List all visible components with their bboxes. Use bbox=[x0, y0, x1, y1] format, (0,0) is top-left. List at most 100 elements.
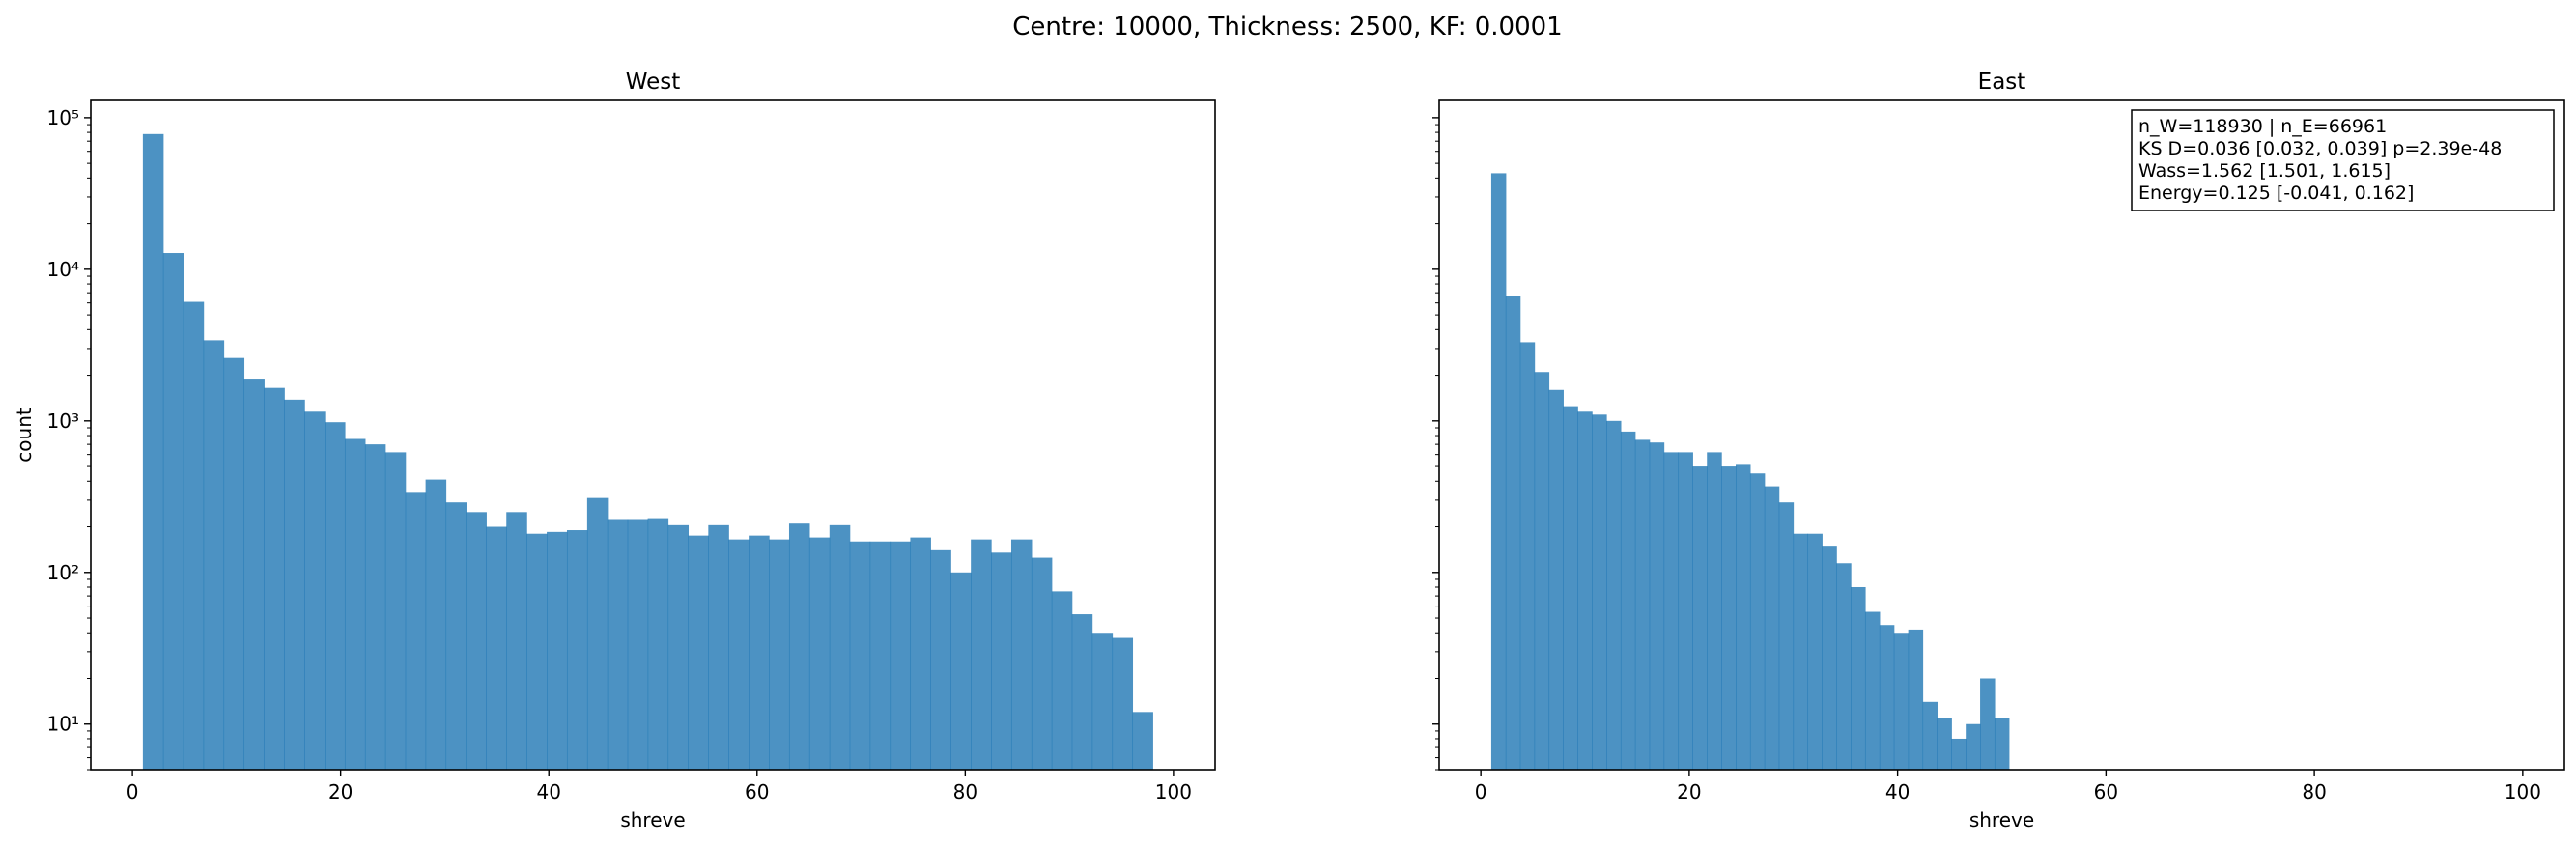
histogram-bar bbox=[991, 552, 1012, 770]
histogram-bar bbox=[1634, 439, 1651, 770]
histogram-bar bbox=[1132, 712, 1153, 770]
histogram-bar bbox=[547, 531, 568, 770]
histogram-bar bbox=[1663, 452, 1680, 770]
histogram-bar bbox=[849, 541, 871, 770]
histogram-bar bbox=[203, 340, 225, 770]
histogram-bar bbox=[1980, 678, 1996, 770]
histogram-bar bbox=[586, 497, 609, 770]
x-tick-label: 80 bbox=[953, 780, 977, 803]
histogram-bar bbox=[1851, 586, 1866, 770]
histogram-bar bbox=[708, 524, 729, 770]
histogram-bar bbox=[445, 502, 467, 770]
histogram-bar bbox=[183, 301, 205, 770]
histogram-bar bbox=[1577, 411, 1593, 770]
histogram-bar bbox=[566, 530, 588, 770]
histogram-bar bbox=[1505, 296, 1521, 770]
histogram-bar bbox=[1649, 442, 1665, 770]
x-tick-label: 20 bbox=[1677, 780, 1701, 803]
histogram-bar bbox=[1721, 466, 1737, 770]
axes-west: 0 20 40 60 80 100 10¹ 10² 10³ 10⁴ 10⁵ West shreve cou… bbox=[13, 70, 1216, 831]
histogram-bar bbox=[950, 572, 972, 770]
histogram-bar bbox=[890, 541, 912, 770]
histogram-bar bbox=[1749, 473, 1766, 770]
histogram-bar bbox=[1879, 625, 1895, 770]
x-tick-label: 0 bbox=[127, 780, 139, 803]
histogram-bar bbox=[1836, 563, 1852, 770]
histogram-bar bbox=[829, 524, 851, 770]
histogram-bar bbox=[1922, 701, 1939, 770]
axes-title: East bbox=[1978, 70, 2026, 95]
histogram-bar bbox=[971, 539, 992, 770]
axes-frame bbox=[90, 99, 1216, 771]
axes-title: West bbox=[626, 70, 681, 95]
histogram-bar bbox=[1112, 637, 1134, 770]
axes-east: 0 20 40 60 80 100 East shreve n_W=118930 | n_E=6… bbox=[1432, 70, 2565, 831]
histogram-bar bbox=[869, 541, 892, 770]
y-tick-label: 10³ bbox=[47, 409, 79, 433]
x-tick-label: 60 bbox=[745, 780, 769, 803]
histogram-bar bbox=[1707, 452, 1722, 770]
histogram-bar bbox=[749, 535, 770, 770]
histogram-bar bbox=[304, 411, 326, 770]
histogram-bar bbox=[1051, 591, 1073, 770]
histogram-bar bbox=[325, 422, 346, 770]
stats-annotation-box bbox=[2131, 109, 2555, 211]
histogram-bar bbox=[1893, 633, 1910, 770]
histogram-bar bbox=[243, 379, 265, 770]
histogram-bar bbox=[647, 518, 669, 770]
x-tick-label: 20 bbox=[328, 780, 353, 803]
histogram-bar bbox=[1937, 718, 1952, 770]
stats-annotation-line: Wass=1.562 [1.501, 1.615] bbox=[2138, 160, 2391, 182]
histogram-bar bbox=[607, 519, 629, 770]
x-tick-label: 80 bbox=[2302, 780, 2326, 803]
x-axis-label: shreve bbox=[620, 808, 685, 831]
histogram-bar bbox=[486, 526, 507, 770]
stats-annotation-line: n_W=118930 | n_E=66961 bbox=[2138, 116, 2387, 137]
histogram-bar bbox=[1778, 502, 1795, 770]
histogram-bar bbox=[384, 452, 407, 770]
y-tick-label: 10² bbox=[47, 561, 79, 584]
x-axis-label: shreve bbox=[1969, 808, 2034, 831]
y-tick-label: 10¹ bbox=[47, 713, 79, 736]
histogram-bar bbox=[526, 533, 548, 770]
stats-annotation-line: KS D=0.036 [0.032, 0.039] p=2.39e-48 bbox=[2138, 138, 2502, 159]
histogram-bar bbox=[1592, 414, 1607, 770]
histogram-bar bbox=[466, 512, 487, 770]
histogram-bar bbox=[1908, 629, 1924, 770]
histogram-bar bbox=[1563, 406, 1578, 770]
histogram-bar bbox=[162, 253, 184, 770]
histogram-bar bbox=[344, 438, 366, 770]
histogram-bar bbox=[667, 524, 690, 770]
axes-frame bbox=[1438, 99, 2565, 771]
histogram-bar bbox=[1735, 464, 1751, 770]
histogram-bar bbox=[1678, 452, 1693, 770]
histogram-bar bbox=[1764, 486, 1780, 770]
histogram-bar bbox=[1091, 633, 1114, 770]
histogram-bar bbox=[728, 539, 750, 770]
histogram-bar bbox=[627, 519, 649, 770]
y-tick-label: 10⁵ bbox=[47, 106, 79, 129]
histogram-bar bbox=[1010, 539, 1033, 770]
histogram-bar bbox=[364, 444, 386, 770]
histogram-bar bbox=[506, 512, 527, 770]
x-tick-label: 40 bbox=[1885, 780, 1910, 803]
histogram-bar bbox=[223, 357, 245, 770]
histogram-bar bbox=[1071, 614, 1093, 770]
histogram-bar bbox=[910, 537, 931, 770]
y-tick-label: 10⁴ bbox=[47, 258, 79, 281]
histogram-bar bbox=[1966, 723, 1981, 770]
histogram-bar bbox=[284, 399, 305, 770]
histogram-bar bbox=[1519, 342, 1536, 770]
histogram-bar bbox=[1548, 389, 1564, 770]
stats-annotation-line: Energy=0.125 [-0.041, 0.162] bbox=[2138, 183, 2414, 204]
x-tick-label: 60 bbox=[2094, 780, 2118, 803]
histogram-bar bbox=[1951, 738, 1967, 770]
histogram-bar bbox=[142, 133, 164, 770]
histogram-bar bbox=[1807, 533, 1823, 770]
histogram-bar bbox=[1031, 557, 1053, 770]
x-tick-label: 0 bbox=[1475, 780, 1487, 803]
histogram-bar bbox=[808, 537, 831, 770]
histogram-bar bbox=[769, 539, 790, 770]
